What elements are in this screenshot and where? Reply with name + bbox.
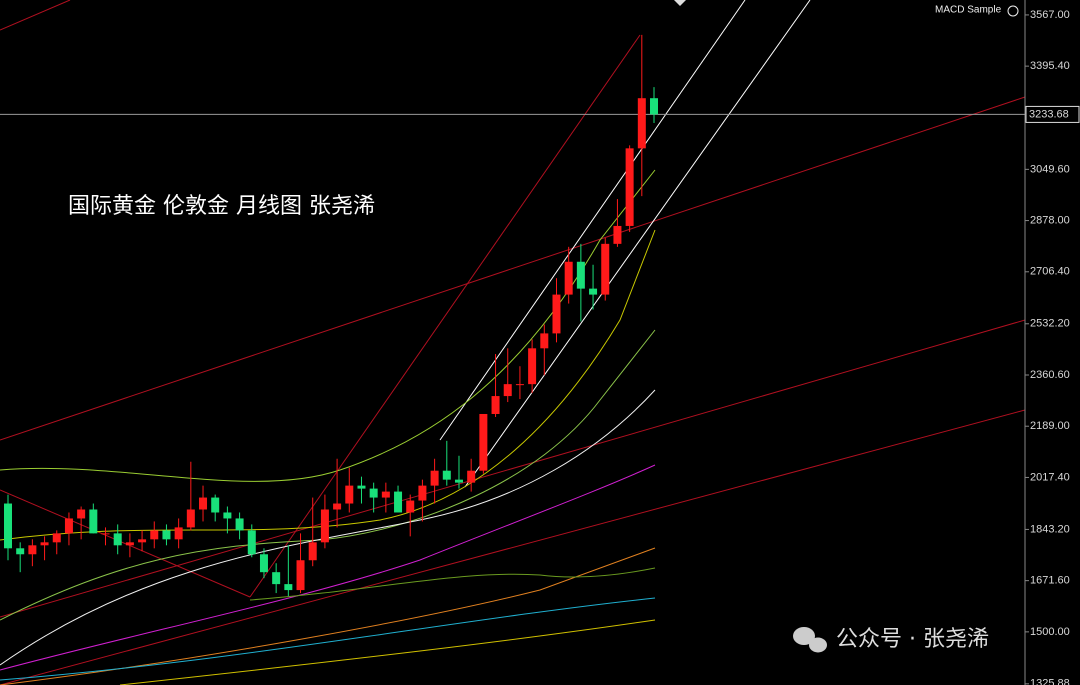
watermark-icon xyxy=(793,627,827,653)
candle-body xyxy=(357,485,366,489)
candle-body xyxy=(369,488,378,498)
y-tick-label: 2017.40 xyxy=(1030,471,1070,483)
candle-body xyxy=(503,384,512,397)
candle-body xyxy=(406,500,415,513)
candle-body xyxy=(442,470,451,480)
price-label-box xyxy=(1025,105,1080,123)
candle-body xyxy=(272,572,281,585)
candle-body xyxy=(211,497,220,513)
y-tick-label: 1325.88 xyxy=(1030,678,1070,685)
y-tick-label: 2189.00 xyxy=(1030,420,1070,432)
candle-body xyxy=(174,527,183,540)
candle-body xyxy=(125,542,134,546)
candle-body xyxy=(479,413,488,471)
candle-body xyxy=(589,288,598,295)
candle-body xyxy=(613,225,622,244)
candle-body xyxy=(64,518,73,534)
candle-body xyxy=(28,545,37,555)
candle-body xyxy=(101,533,110,535)
candle-body xyxy=(491,396,500,414)
candle-body xyxy=(113,533,122,546)
indicator-label: MACD Sample xyxy=(935,5,1002,16)
indicator-lines xyxy=(0,0,1026,685)
y-tick-label: 3395.40 xyxy=(1030,60,1070,72)
candle-body xyxy=(296,560,305,591)
price-label: 3233.68 xyxy=(1029,108,1069,120)
candle-body xyxy=(284,584,293,591)
candle-body xyxy=(540,333,549,349)
candle-body xyxy=(4,503,12,549)
candle-body xyxy=(467,470,476,483)
candle-body xyxy=(308,542,317,561)
y-tick-label: 3567.00 xyxy=(1030,9,1070,21)
candle-body xyxy=(454,479,463,483)
candle-body xyxy=(89,509,98,534)
candle-body xyxy=(223,512,232,519)
candle-body xyxy=(394,491,403,513)
candle-body xyxy=(320,509,329,543)
watermark: 公众号 · 张尧浠 xyxy=(836,627,989,652)
candle-body xyxy=(259,554,268,573)
candle-body xyxy=(247,530,256,555)
candle-body xyxy=(637,98,646,149)
y-tick-label: 2706.40 xyxy=(1030,266,1070,278)
chart-title: 国际黄金 伦敦金 月线图 张尧浠 xyxy=(68,194,375,219)
y-tick-label: 2360.60 xyxy=(1030,369,1070,381)
candle-body xyxy=(345,485,354,504)
candle-body xyxy=(381,491,390,498)
y-tick-label: 2532.20 xyxy=(1030,318,1070,330)
y-tick-label: 2878.00 xyxy=(1030,214,1070,226)
marker xyxy=(674,0,686,6)
candle-body xyxy=(515,384,524,386)
candle-body xyxy=(576,261,585,289)
y-tick-label: 1500.00 xyxy=(1030,626,1070,638)
y-tick-label: 1843.20 xyxy=(1030,523,1070,535)
candle-body xyxy=(418,485,427,501)
candle-body xyxy=(528,348,537,385)
candle-body xyxy=(552,294,561,334)
candle-body xyxy=(40,542,49,546)
candle-body xyxy=(162,530,171,540)
y-tick-label: 1671.60 xyxy=(1030,575,1070,587)
candle-body xyxy=(16,548,25,555)
candle-body xyxy=(199,497,208,510)
candle-body xyxy=(564,261,573,295)
candle-body xyxy=(186,509,195,528)
candle-body xyxy=(235,518,244,531)
candle-body xyxy=(430,470,439,486)
y-tick-label: 3049.60 xyxy=(1030,163,1070,175)
candle-body xyxy=(150,530,159,540)
candle-body xyxy=(601,243,610,295)
indicator-icon xyxy=(1007,5,1019,17)
candle-body xyxy=(52,533,61,543)
candle-body xyxy=(138,539,147,543)
candle-body xyxy=(77,509,86,519)
candle-body xyxy=(625,148,634,226)
candle-body xyxy=(650,98,658,115)
candle-body xyxy=(333,503,342,510)
